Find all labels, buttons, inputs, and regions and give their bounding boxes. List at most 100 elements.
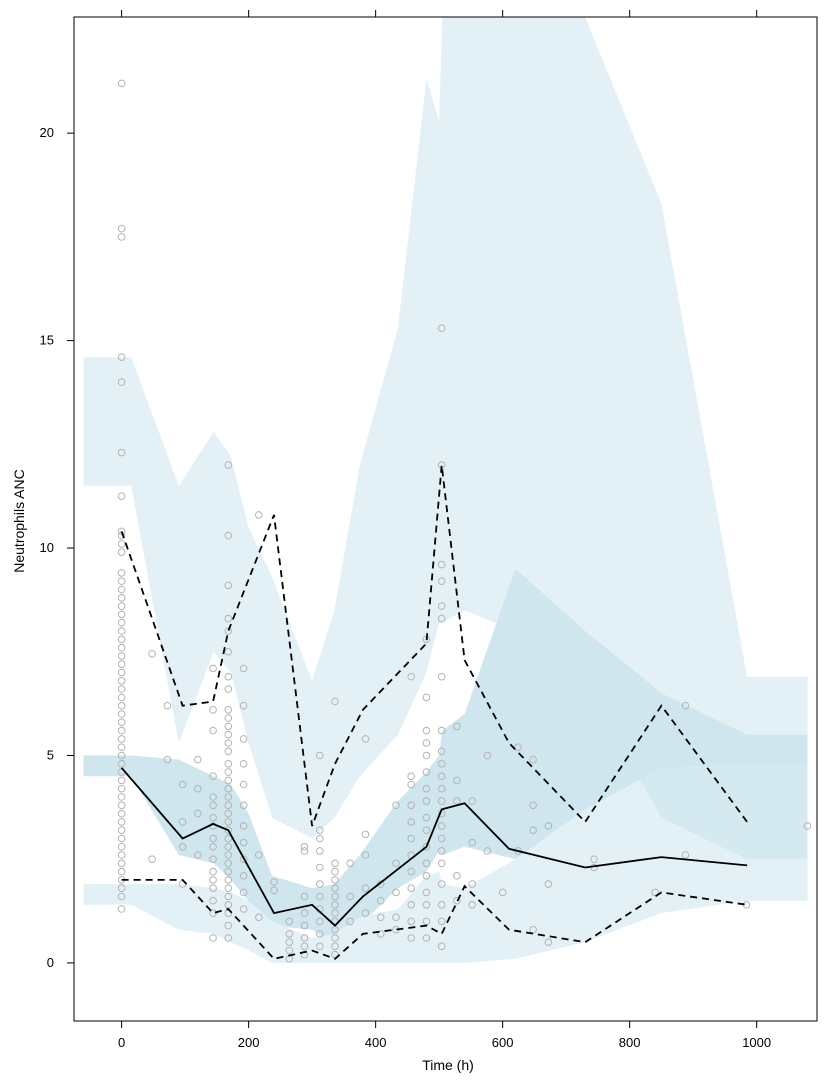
data-point	[331, 876, 339, 884]
data-point	[422, 768, 431, 776]
data-point	[224, 706, 233, 714]
y-tick-label: 15	[40, 333, 54, 348]
data-point	[468, 838, 477, 847]
prediction-intervals	[83, 17, 808, 963]
data-point	[468, 797, 477, 805]
data-point	[300, 934, 309, 942]
data-point	[117, 577, 126, 586]
data-point	[422, 797, 431, 805]
data-point	[224, 921, 233, 930]
data-point	[437, 672, 446, 681]
data-point	[239, 888, 248, 897]
data-point	[117, 677, 126, 685]
data-point	[331, 942, 339, 951]
data-point	[224, 801, 233, 810]
data-point	[361, 909, 370, 917]
data-point	[163, 701, 172, 710]
data-point	[285, 930, 294, 938]
data-point	[224, 784, 233, 793]
data-point	[117, 643, 126, 652]
y-tick-label: 0	[47, 955, 54, 970]
data-point	[407, 917, 416, 926]
data-point	[316, 834, 324, 843]
data-point	[117, 668, 126, 677]
data-point	[194, 755, 202, 764]
data-point	[194, 851, 202, 859]
prediction-band-upper	[83, 17, 808, 839]
data-point	[331, 909, 339, 917]
data-point	[437, 614, 446, 623]
data-point	[224, 892, 233, 901]
data-point	[407, 934, 416, 942]
data-point	[422, 843, 431, 851]
data-point	[117, 884, 126, 893]
data-point	[316, 751, 324, 760]
data-point	[453, 896, 461, 905]
data-point	[224, 747, 233, 756]
data-point	[316, 847, 324, 855]
data-point	[209, 884, 217, 893]
data-point	[331, 892, 339, 901]
data-point	[285, 938, 294, 947]
data-point	[270, 878, 278, 886]
data-point	[224, 776, 233, 785]
data-point	[209, 772, 217, 781]
data-point	[117, 701, 126, 710]
data-point	[437, 772, 446, 781]
data-point	[544, 938, 553, 947]
data-point	[224, 876, 233, 884]
data-point	[331, 859, 339, 868]
data-point	[224, 648, 233, 656]
data-point	[544, 822, 553, 830]
data-point	[117, 892, 126, 901]
data-point	[209, 801, 217, 810]
data-point	[194, 784, 202, 793]
data-point	[117, 660, 126, 669]
data-point	[392, 888, 400, 897]
data-point	[407, 884, 416, 893]
data-point	[361, 830, 370, 839]
data-point	[209, 726, 217, 735]
data-point	[422, 872, 431, 880]
data-point	[437, 822, 446, 830]
data-point	[239, 760, 248, 768]
data-point	[117, 378, 126, 386]
data-point	[514, 743, 522, 752]
data-point	[437, 859, 446, 868]
observed-percentile-lines	[120, 464, 748, 960]
data-point	[437, 917, 446, 926]
data-point	[422, 934, 431, 942]
data-point	[300, 843, 309, 851]
data-point	[468, 880, 477, 888]
data-point	[117, 569, 126, 577]
data-point	[376, 896, 385, 905]
data-point	[239, 735, 248, 743]
observed-median-line	[120, 767, 748, 927]
data-point	[453, 722, 461, 731]
data-point	[361, 884, 370, 893]
data-point	[361, 851, 370, 859]
data-point	[209, 834, 217, 843]
data-point	[422, 751, 431, 760]
data-point	[117, 353, 126, 362]
data-point	[224, 627, 233, 635]
data-point	[117, 851, 126, 859]
data-point	[117, 618, 126, 627]
data-point	[117, 760, 126, 768]
data-point	[300, 921, 309, 930]
prediction-band-overlap	[515, 593, 808, 860]
data-point	[117, 751, 126, 760]
data-point	[453, 872, 461, 880]
data-point	[422, 739, 431, 747]
data-point	[224, 722, 233, 731]
data-point	[254, 511, 263, 519]
data-point	[681, 701, 690, 710]
data-point	[376, 913, 385, 922]
data-point	[422, 826, 431, 835]
data-point	[224, 884, 233, 893]
data-point	[117, 743, 126, 752]
data-point	[117, 859, 126, 868]
data-point	[483, 847, 492, 855]
data-point	[178, 818, 187, 826]
